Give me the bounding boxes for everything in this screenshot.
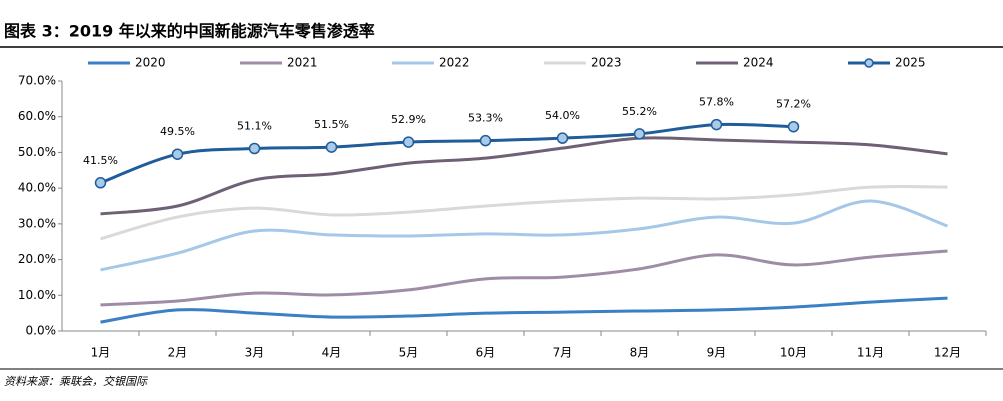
data-point xyxy=(325,141,338,153)
data-label: 51.1% xyxy=(237,120,272,133)
data-label: 49.5% xyxy=(160,125,195,138)
series-line xyxy=(100,199,948,272)
y-tick-label: 50.0% xyxy=(18,145,56,159)
data-label: 52.9% xyxy=(391,113,426,126)
data-label: 55.2% xyxy=(622,105,657,118)
y-tick-label: 30.0% xyxy=(18,216,56,230)
data-point xyxy=(633,128,646,140)
y-tick-label: 0.0% xyxy=(26,324,57,338)
y-tick-label: 70.0% xyxy=(18,74,56,88)
y-tick-label: 20.0% xyxy=(18,252,56,266)
legend-label: 2022 xyxy=(439,56,470,70)
data-point xyxy=(710,118,723,131)
data-point xyxy=(402,136,415,148)
x-tick-label: 6月 xyxy=(476,346,496,360)
data-label: 57.2% xyxy=(776,98,811,111)
x-tick-label: 3月 xyxy=(245,346,265,360)
data-point xyxy=(479,134,492,147)
x-tick-label: 7月 xyxy=(553,346,573,360)
y-tick-label: 40.0% xyxy=(18,181,56,195)
x-tick-label: 12月 xyxy=(934,346,961,360)
data-label: 53.3% xyxy=(468,112,503,125)
x-tick-label: 11月 xyxy=(857,346,884,360)
data-label: 57.8% xyxy=(699,96,734,109)
series-line xyxy=(100,249,948,307)
x-tick-label: 1月 xyxy=(91,346,111,360)
legend-label: 2025 xyxy=(895,56,926,70)
x-tick-label: 9月 xyxy=(707,346,727,360)
data-label: 51.5% xyxy=(314,118,349,131)
legend-label: 2020 xyxy=(135,56,166,70)
x-tick-label: 5月 xyxy=(399,346,419,360)
x-tick-label: 2月 xyxy=(168,346,188,360)
legend-label: 2023 xyxy=(591,56,622,70)
data-point xyxy=(94,177,107,189)
data-point xyxy=(171,148,184,160)
x-tick-label: 4月 xyxy=(322,346,342,360)
data-label: 54.0% xyxy=(545,109,580,122)
y-tick-label: 10.0% xyxy=(18,288,56,302)
legend-label: 2024 xyxy=(743,56,774,70)
chart-title: 图表 3：2019 年以来的中国新能源汽车零售渗透率 xyxy=(4,22,375,41)
series-line xyxy=(100,184,948,241)
data-point xyxy=(248,142,261,155)
x-tick-label: 10月 xyxy=(780,346,807,360)
series-line xyxy=(100,136,948,216)
data-point xyxy=(787,120,800,133)
data-point xyxy=(556,132,569,144)
source-note: 资料来源：乘联会，交银国际 xyxy=(4,375,148,388)
series-line xyxy=(99,122,794,185)
legend-label: 2021 xyxy=(287,56,318,70)
y-tick-label: 60.0% xyxy=(18,109,56,123)
series-line xyxy=(100,296,948,324)
legend-marker xyxy=(864,58,874,68)
data-label: 41.5% xyxy=(83,154,118,167)
x-tick-label: 8月 xyxy=(630,346,650,360)
